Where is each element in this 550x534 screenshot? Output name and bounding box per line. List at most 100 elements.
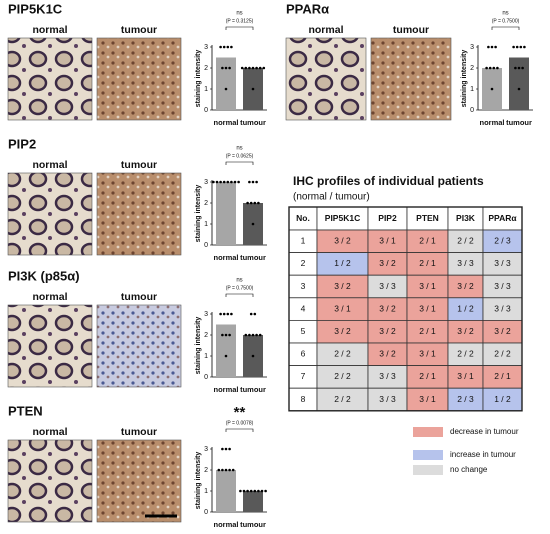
y-tick-label: 1 [204,221,208,228]
data-point [226,45,230,49]
cell-value: 3 / 2 [334,281,351,291]
cell-value: 3 / 3 [494,258,511,268]
data-point [224,447,228,451]
cell-value: 1 / 2 [334,258,351,268]
data-point [523,45,526,49]
data-point [224,66,228,70]
x-tick-label: tumour [240,253,266,262]
bar [216,324,236,377]
data-point [240,66,244,70]
data-point [253,489,257,493]
significance-bracket [225,161,254,165]
row-number: 8 [301,394,306,404]
bar [243,491,263,512]
row-number: 5 [301,326,306,336]
cell-value: 3 / 3 [494,303,511,313]
y-axis-label: staining intensity [195,452,202,510]
y-axis-label: staining intensity [195,185,202,243]
y-tick-label: 1 [204,353,208,360]
cell-value: 3 / 3 [457,258,474,268]
column-header: No. [296,213,310,223]
bar [216,182,236,245]
bar [216,57,236,110]
x-tick-label: normal [213,118,238,127]
data-point [257,489,260,493]
row-number: 1 [301,236,306,246]
data-point [233,180,237,184]
data-point [490,87,494,91]
data-point [517,87,521,91]
data-point [249,312,253,316]
panel-title: PIP2 [8,136,36,151]
y-tick-label: 3 [204,179,208,186]
cell-value: 3 / 1 [419,281,436,291]
y-tick-label: 2 [204,200,208,207]
cell-value: 1 / 2 [457,303,474,313]
data-point [519,45,523,49]
legend-swatch [413,450,443,460]
data-point [230,45,233,49]
y-tick-label: 0 [204,374,208,381]
cell-value: 3 / 1 [419,303,436,313]
data-point [249,489,253,493]
data-point [246,489,249,493]
cell-value: 2 / 2 [334,371,351,381]
image-label: tumour [121,159,157,171]
data-point [257,201,260,205]
cell-value: 3 / 1 [419,394,436,404]
micrograph [7,304,93,388]
table-border [288,206,523,412]
data-point [221,333,224,337]
image-label: normal [32,426,67,438]
data-point [221,468,224,472]
data-point [521,66,524,70]
legend-swatch [413,465,443,475]
cell-value: 3 / 2 [457,326,474,336]
data-point [515,45,519,49]
column-header: PIP5K1C [325,213,360,223]
micrograph [96,172,182,256]
data-point [242,489,246,493]
row-number: 7 [301,371,306,381]
column-header: PI3K [456,213,476,223]
image-label: normal [308,24,343,36]
data-point [244,66,248,70]
data-point [230,312,233,316]
cell-value: 3 / 3 [379,371,396,381]
data-point [258,333,262,337]
data-point [255,333,258,337]
image-label: normal [32,24,67,36]
legend-label: decrease in tumour [450,427,519,436]
cell-value: 3 / 3 [379,394,396,404]
image-label: tumour [121,426,157,438]
data-point [228,66,231,70]
bar [216,470,236,512]
x-tick-label: normal [213,520,238,529]
column-header: PPARα [488,213,517,223]
legend-label: no change [450,465,488,474]
data-point [228,447,231,451]
significance-bracket [225,293,254,297]
significance: ns [236,11,242,17]
y-tick-label: 1 [204,86,208,93]
x-tick-label: normal [213,253,238,262]
significance-bracket [491,26,520,30]
data-point [264,489,267,493]
data-point [224,354,228,358]
data-point [251,333,255,337]
cell-value: 2 / 2 [457,236,474,246]
data-point [258,66,262,70]
micrograph [7,439,93,523]
cell-value: 3 / 2 [379,326,396,336]
cell-value: 3 / 2 [494,326,511,336]
cell-value: 2 / 1 [494,371,511,381]
y-tick-label: 0 [204,107,208,114]
data-point [224,468,228,472]
cell-value: 2 / 3 [494,236,511,246]
panel-title: PTEN [8,403,43,418]
cell-value: 2 / 1 [419,258,436,268]
data-point [222,45,226,49]
p-value: (P = 0.7500) [226,285,254,291]
significance: ** [234,404,246,421]
